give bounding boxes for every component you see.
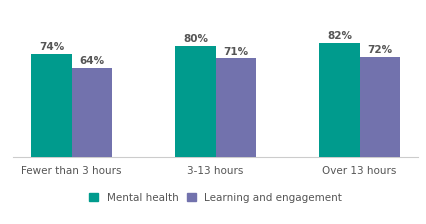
Text: 82%: 82% xyxy=(326,31,351,41)
Bar xyxy=(31,54,72,157)
Text: 71%: 71% xyxy=(223,47,248,56)
Bar xyxy=(215,58,255,157)
Bar xyxy=(72,68,112,157)
Bar xyxy=(319,43,359,157)
Text: 64%: 64% xyxy=(79,56,104,66)
Text: 72%: 72% xyxy=(366,45,391,55)
Text: 80%: 80% xyxy=(182,34,207,44)
Bar xyxy=(359,57,399,157)
Legend: Mental health, Learning and engagement: Mental health, Learning and engagement xyxy=(89,193,342,202)
Text: 74%: 74% xyxy=(39,42,64,52)
Bar xyxy=(175,46,215,157)
